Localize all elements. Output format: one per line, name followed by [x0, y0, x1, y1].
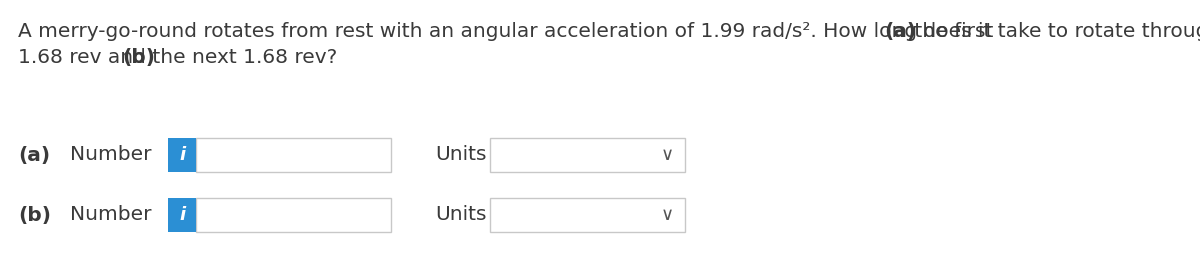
Text: (b): (b) [122, 48, 155, 67]
Text: ∨: ∨ [660, 206, 673, 224]
Text: i: i [179, 206, 185, 224]
Text: the first: the first [908, 22, 994, 41]
Text: Number: Number [70, 145, 151, 164]
Text: Units: Units [436, 205, 486, 224]
FancyBboxPatch shape [490, 198, 685, 232]
Text: (a): (a) [884, 22, 916, 41]
Text: 1.68 rev and: 1.68 rev and [18, 48, 152, 67]
FancyBboxPatch shape [196, 198, 391, 232]
Text: Units: Units [436, 145, 486, 164]
Text: (a): (a) [18, 145, 50, 164]
FancyBboxPatch shape [490, 138, 685, 172]
FancyBboxPatch shape [196, 138, 391, 172]
Text: the next 1.68 rev?: the next 1.68 rev? [146, 48, 337, 67]
Text: Number: Number [70, 205, 151, 224]
FancyBboxPatch shape [168, 138, 196, 172]
Text: i: i [179, 146, 185, 164]
Text: (b): (b) [18, 205, 50, 224]
FancyBboxPatch shape [168, 198, 196, 232]
Text: ∨: ∨ [660, 146, 673, 164]
Text: A merry-go-round rotates from rest with an angular acceleration of 1.99 rad/s². : A merry-go-round rotates from rest with … [18, 22, 1200, 41]
